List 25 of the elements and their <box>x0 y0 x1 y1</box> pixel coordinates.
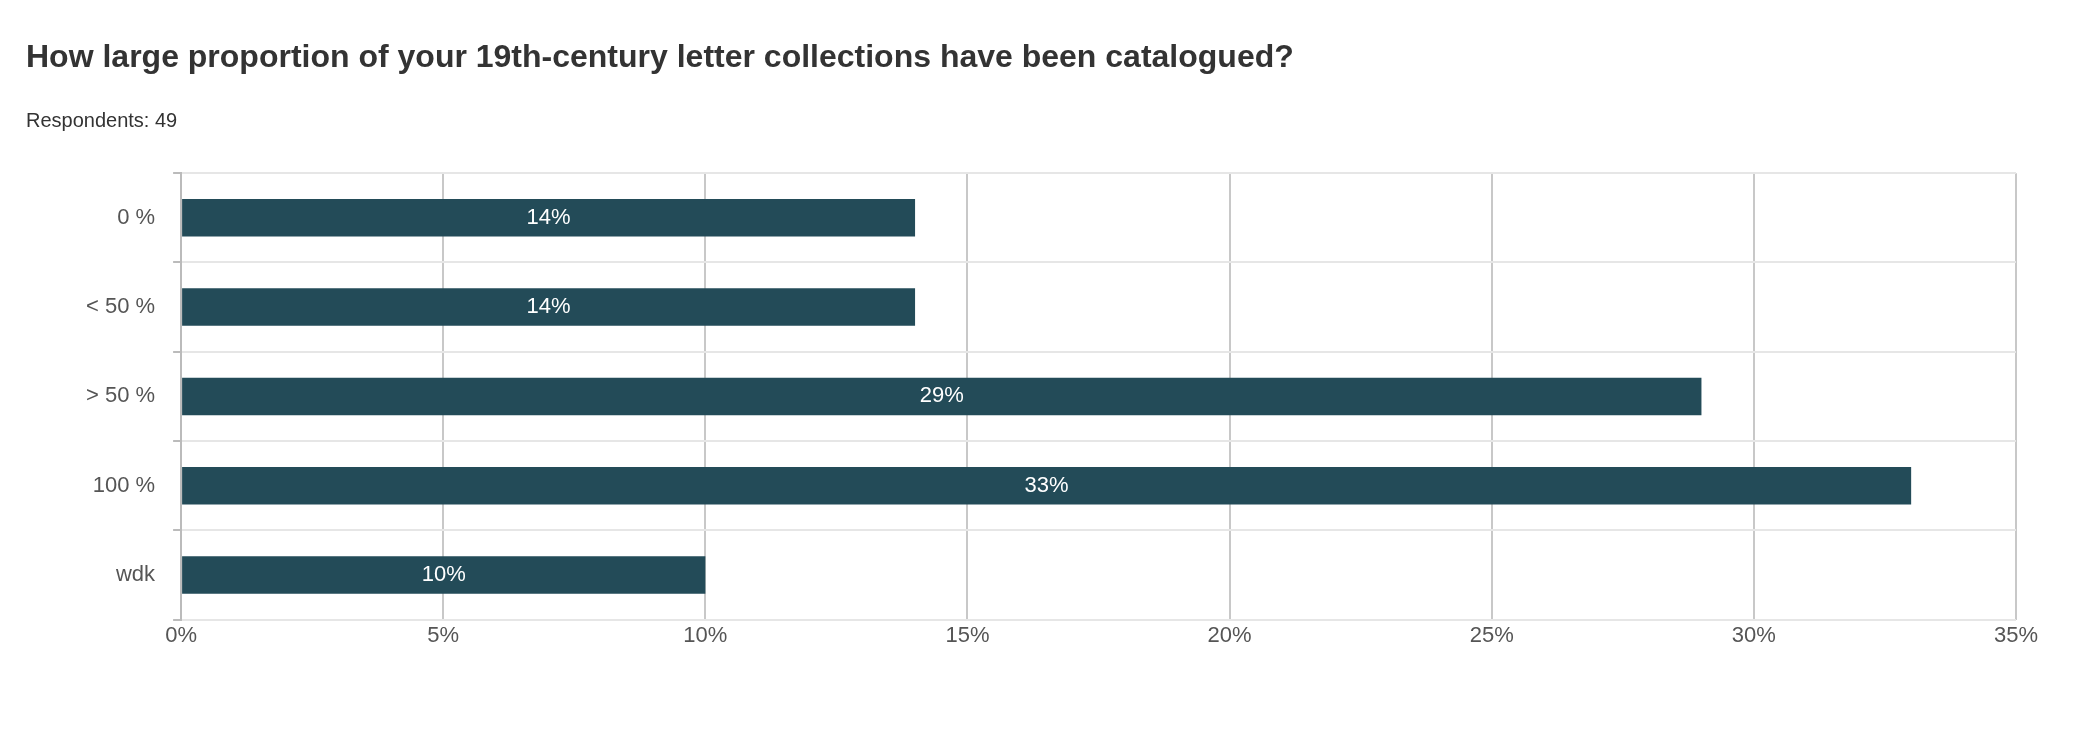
y-tick-label: < 50 % <box>86 293 156 319</box>
x-tick-label: 15% <box>945 621 990 647</box>
y-tick-label: 0 % <box>117 203 156 229</box>
chart-title: How large proportion of your 19th-century letter collections have been catalogued? <box>25 37 1295 75</box>
bar <box>182 288 916 326</box>
bar <box>182 377 1702 416</box>
bar <box>182 466 1912 505</box>
y-tick-label: wdk <box>114 561 157 587</box>
y-tick-label: > 50 % <box>86 382 156 408</box>
x-tick-label: 30% <box>1731 621 1776 647</box>
chart-subtitle: Respondents: 49 <box>25 108 179 133</box>
data-label: 14% <box>526 203 571 229</box>
data-label: 29% <box>919 382 964 408</box>
data-label: 10% <box>421 561 466 587</box>
x-tick-label: 20% <box>1207 621 1252 647</box>
data-label: 33% <box>1024 471 1069 497</box>
x-tick-label: 5% <box>427 621 460 647</box>
x-tick-label: 10% <box>683 621 728 647</box>
bar <box>182 556 706 594</box>
x-tick-label: 25% <box>1469 621 1514 647</box>
x-tick-label: 35% <box>1993 621 2039 647</box>
bar <box>182 199 916 237</box>
y-tick-label: 100 % <box>92 471 156 497</box>
x-tick-label: 0% <box>165 621 197 647</box>
data-label: 14% <box>526 293 571 319</box>
